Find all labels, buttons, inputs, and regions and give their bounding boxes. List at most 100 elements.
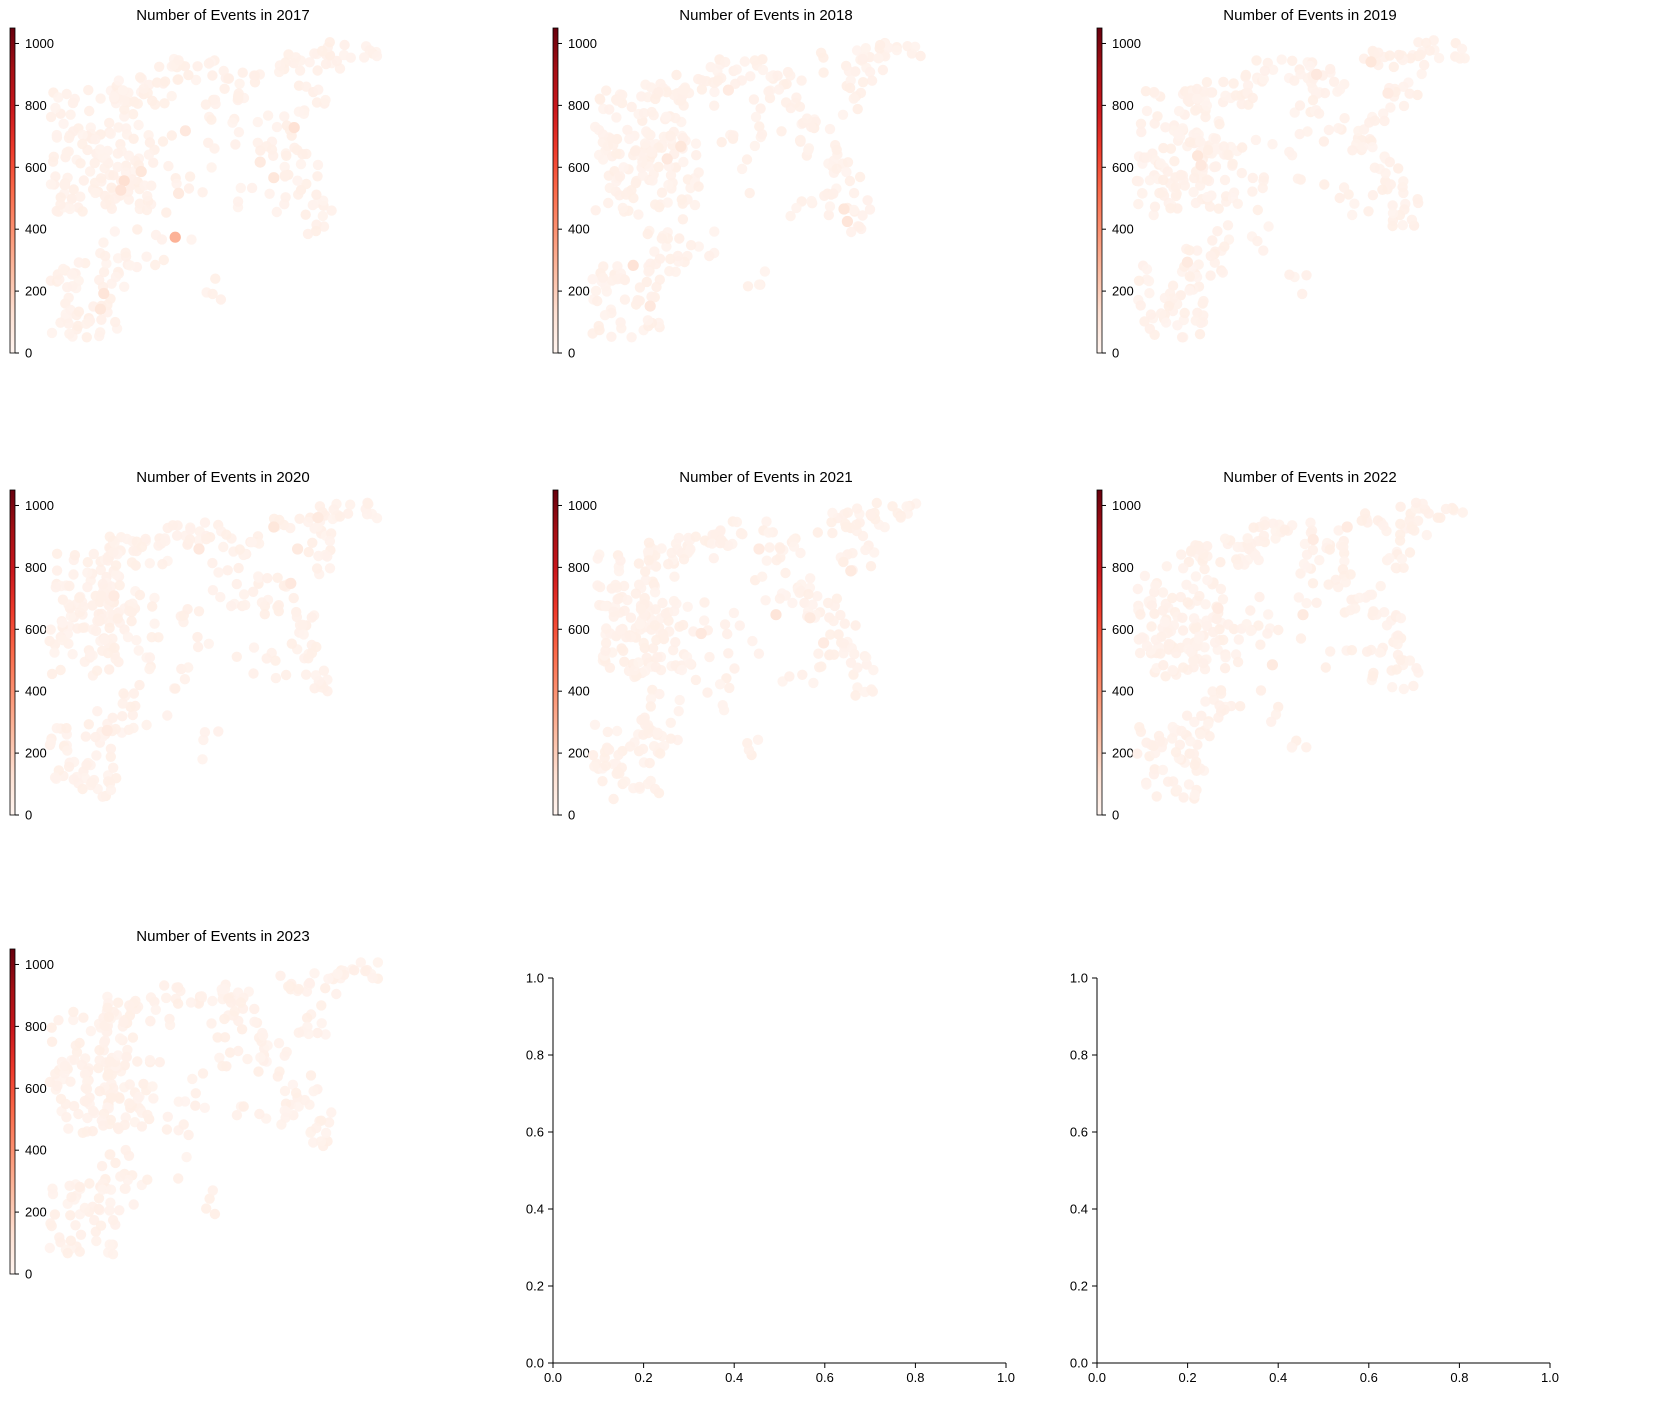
map-point [652,727,663,738]
map-point [1163,300,1175,312]
map-point [363,498,374,510]
map-point [179,1096,191,1107]
map-point [668,645,679,656]
map-point [761,516,772,527]
map-point [77,138,88,150]
map-point [139,180,150,191]
map-point [302,1021,313,1032]
map-point [207,1185,218,1196]
map-point [94,1086,105,1097]
map-point [1232,541,1243,553]
map-point [83,84,94,96]
map-point [317,210,328,222]
x-tick-label: 0.0 [1088,1370,1106,1385]
data-point [675,140,687,152]
map-point [291,611,303,623]
map-point [1385,102,1396,113]
map-point [690,138,702,149]
colorbar-tick-label: 200 [25,746,47,761]
map-point [1297,288,1308,300]
map-point [294,65,306,76]
map-point [828,188,839,199]
map-point [1219,663,1231,674]
map-point [780,567,791,579]
map-point [192,61,203,72]
map-point [1259,519,1271,531]
map-point [318,195,329,206]
map-point [178,1119,189,1130]
map-point [1387,200,1398,211]
map-point [210,273,221,284]
map-point [106,581,117,592]
map-point [1158,142,1169,154]
map-point [63,1123,74,1134]
map-point [262,573,273,584]
map-point [119,1060,130,1071]
map-point [65,1076,76,1087]
map-point [1137,188,1148,199]
map-point [640,719,651,730]
map-point [1393,163,1404,174]
map-point [841,166,852,178]
map-point [642,546,654,558]
map-point [283,981,294,992]
map-point [74,1181,86,1193]
map-point [190,1100,201,1111]
map-point [1222,220,1234,231]
map-point [68,1006,79,1018]
map-point [74,1246,86,1257]
map-point [45,624,56,635]
map-point [848,204,860,216]
map-point [201,534,212,545]
map-point [207,557,218,569]
map-point [217,1060,228,1072]
map-point [312,1027,323,1039]
map-point [862,195,873,206]
x-tick-label: 0.8 [906,1370,924,1385]
map-point [1202,191,1213,203]
map-point [1201,174,1213,185]
colorbar-tick-label: 0 [568,808,575,823]
map-point [671,69,682,81]
map-point [125,260,136,271]
map-point [1235,701,1246,712]
map-point [1191,83,1203,95]
map-point [634,781,645,793]
map-point [831,163,842,174]
map-point [843,66,855,77]
map-point [112,253,124,264]
map-point [647,175,658,186]
map-point [601,286,612,297]
map-point [643,266,654,277]
map-point [735,528,747,539]
map-point [62,745,73,756]
x-tick-label: 0.2 [1179,1370,1197,1385]
map-point [235,182,246,194]
map-point [808,677,819,689]
map-point [112,148,124,159]
map-point [110,193,121,204]
map-point [89,157,100,169]
map-point [82,581,93,593]
map-point [653,202,665,213]
map-point [81,332,93,343]
map-point [656,187,668,198]
map-point [1304,60,1316,72]
map-point [118,688,129,699]
map-point [1232,656,1244,668]
map-point [203,58,215,69]
map-point [796,75,807,86]
map-point [1157,587,1169,598]
colorbar-tick-label: 200 [568,284,590,299]
map-point [1167,733,1178,744]
map-point [1217,594,1229,605]
map-point [79,656,91,667]
map-point [206,1018,217,1029]
map-point [1172,128,1184,140]
map-point [638,108,650,119]
map-point [119,95,130,107]
map-point [193,606,205,617]
map-point [105,1149,116,1160]
map-point [592,295,603,307]
map-point [1364,117,1375,128]
